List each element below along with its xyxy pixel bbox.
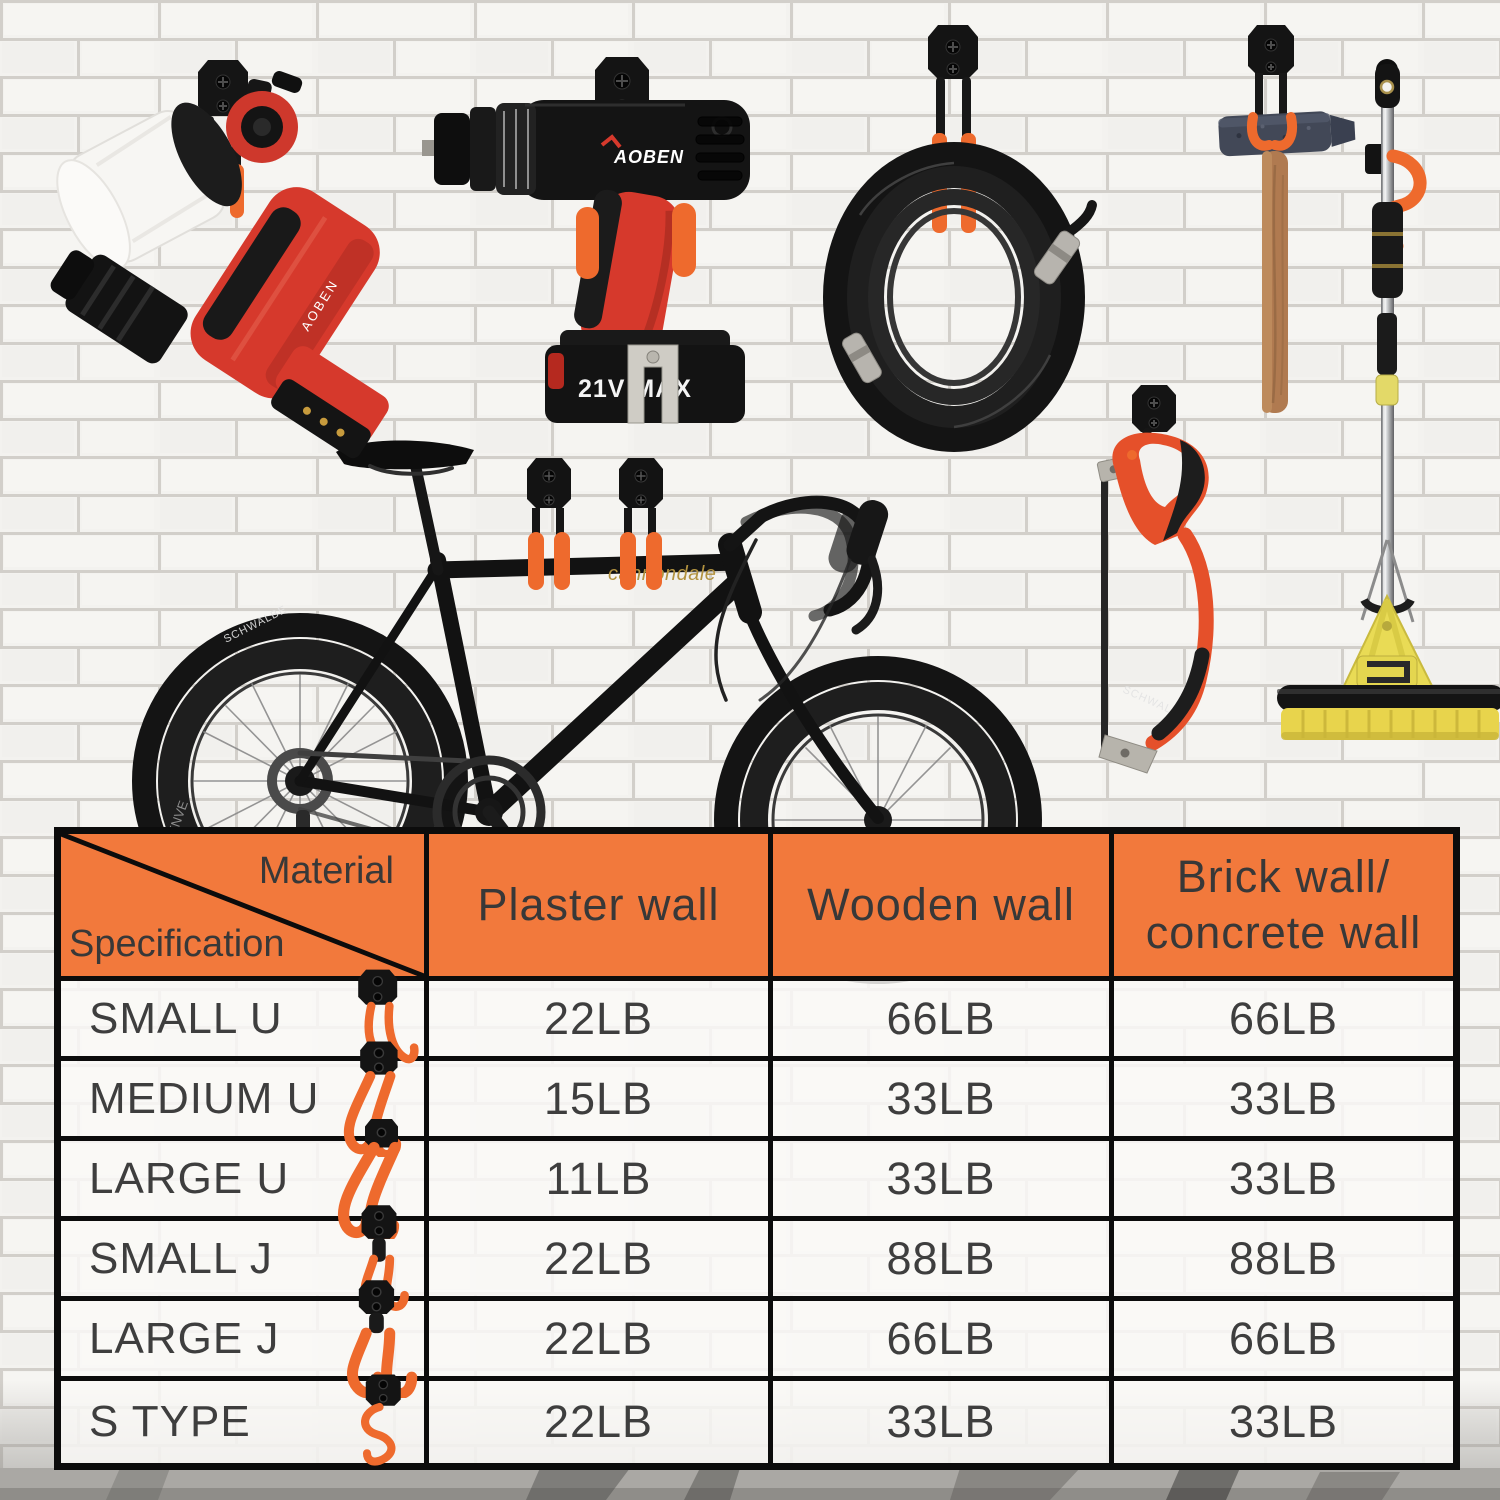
hammer-handle [1262,151,1288,413]
cable-coil [823,25,1097,452]
drill-brand-label: AOBEN [613,147,684,167]
corner-material-label: Material [258,850,394,892]
bike-u-hook-left [527,458,571,590]
cable-connector-left [842,332,882,384]
column-header-wooden-wall: Wooden wall [773,834,1114,981]
saddle [336,440,474,576]
spec-table: Material Specification Plaster wall Wood… [54,827,1460,1470]
value-s-type-wooden: 33LB [773,1381,1114,1463]
blade-clamp-bottom [1098,734,1158,774]
value-large-j-wooden: 66LB [773,1301,1114,1381]
mop-top-handle [1375,59,1400,108]
foam-grips [1372,202,1403,298]
value-large-u-wooden: 33LB [773,1141,1114,1221]
value-s-type-brick: 33LB [1114,1381,1453,1463]
saw-blade [1101,465,1108,753]
paint-cup [56,102,242,270]
row-label-large-j: LARGE J [61,1279,429,1398]
value-medium-u-wooden: 33LB [773,1061,1114,1141]
value-large-u-plaster: 11LB [429,1141,773,1221]
value-small-j-plaster: 22LB [429,1221,773,1301]
sprayer-nozzle [50,250,188,364]
value-large-u-brick: 33LB [1114,1141,1453,1221]
belt-clip [627,344,679,424]
corner-specification-label: Specification [69,923,285,965]
sprayer-cap [226,71,303,163]
hook-prong-right [1270,112,1297,151]
sprayer-body [190,187,380,399]
value-s-type-plaster: 22LB [429,1381,773,1463]
value-small-u-plaster: 22LB [429,981,773,1061]
sponge-mop [1277,59,1500,740]
mop-head [1277,593,1500,740]
paint-sprayer: AOBEN [50,60,389,459]
value-large-j-plaster: 22LB [429,1301,773,1381]
cable-connector-right [1033,230,1081,285]
diagonal-divider [61,834,424,976]
column-header-brick-concrete-wall: Brick wall/ concrete wall [1114,834,1453,981]
yellow-collar [1375,374,1399,406]
hammer [1218,25,1356,413]
hacksaw [1096,385,1214,774]
telescopic-joint [1377,313,1397,375]
column-header-plaster-wall: Plaster wall [429,834,773,981]
hook-prong-right [672,203,696,277]
handlebar [714,495,889,702]
value-large-j-brick: 66LB [1114,1301,1453,1381]
coiled-cable [823,142,1085,452]
drill-bit [422,140,436,156]
value-medium-u-plaster: 15LB [429,1061,773,1141]
sprayer-battery [271,346,389,459]
s-type-hook-icon [361,1374,401,1466]
value-medium-u-brick: 33LB [1114,1061,1453,1141]
row-label-s-type: S TYPE [61,1374,429,1466]
value-small-u-brick: 66LB [1114,981,1453,1061]
value-small-u-wooden: 66LB [773,981,1114,1061]
hook-prong-left [576,207,599,279]
drill-battery: 21V MAX [545,330,745,424]
hook-prong-left [1247,112,1274,151]
bike-u-hook-right [619,458,663,590]
wall-hook-icon [1248,25,1294,123]
drill-body: AOBEN [434,100,750,200]
bike-frame [294,533,884,824]
value-small-j-wooden: 88LB [773,1221,1114,1301]
saw-handle [1112,432,1209,545]
wall-bottom-band [0,1468,1500,1500]
corner-header-cell: Material Specification [61,834,429,981]
value-small-j-brick: 88LB [1114,1221,1453,1301]
cordless-drill: AOBEN 21V MAX [422,57,750,424]
hammer-head [1218,111,1356,157]
